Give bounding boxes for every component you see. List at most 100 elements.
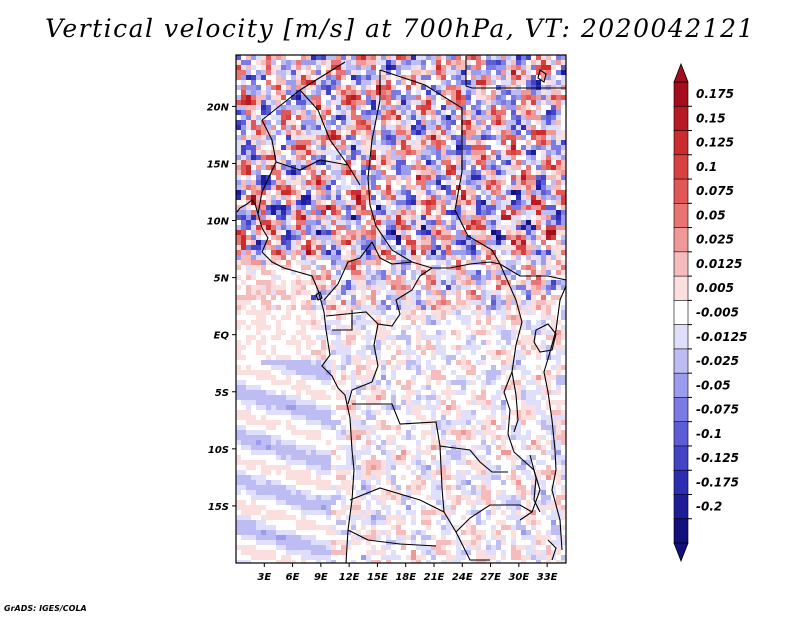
field-cell <box>376 200 382 206</box>
field-cell <box>521 140 527 146</box>
field-cell <box>301 355 307 361</box>
field-cell <box>456 245 462 251</box>
field-cell <box>416 135 422 141</box>
field-cell <box>446 165 452 171</box>
field-cell <box>326 350 332 356</box>
field-cell <box>271 395 277 401</box>
field-cell <box>271 175 277 181</box>
field-cell <box>236 370 242 376</box>
field-cell <box>556 80 562 86</box>
field-cell <box>271 275 277 281</box>
field-cell <box>396 160 402 166</box>
field-cell <box>466 410 472 416</box>
field-cell <box>296 145 302 151</box>
field-cell <box>546 110 552 116</box>
field-cell <box>471 345 477 351</box>
field-cell <box>406 85 412 91</box>
field-cell <box>541 195 547 201</box>
field-cell <box>406 390 412 396</box>
field-cell <box>351 240 357 246</box>
field-cell <box>386 80 392 86</box>
field-cell <box>561 140 566 146</box>
field-cell <box>401 330 407 336</box>
field-cell <box>556 335 562 341</box>
field-cell <box>311 155 317 161</box>
field-cell <box>311 150 317 156</box>
field-cell <box>251 120 257 126</box>
field-cell <box>251 85 257 91</box>
field-cell <box>471 230 477 236</box>
field-cell <box>381 400 387 406</box>
field-cell <box>336 260 342 266</box>
field-cell <box>486 190 492 196</box>
field-cell <box>346 405 352 411</box>
field-cell <box>496 155 502 161</box>
field-cell <box>396 60 402 66</box>
field-cell <box>321 370 327 376</box>
field-cell <box>526 395 532 401</box>
field-cell <box>501 240 507 246</box>
field-cell <box>336 220 342 226</box>
field-cell <box>431 270 437 276</box>
field-cell <box>246 420 252 426</box>
field-cell <box>496 305 502 311</box>
field-cell <box>471 210 477 216</box>
field-cell <box>406 135 412 141</box>
field-cell <box>436 100 442 106</box>
field-cell <box>276 260 282 266</box>
field-cell <box>411 255 417 261</box>
field-cell <box>276 315 282 321</box>
field-cell <box>511 260 517 266</box>
field-cell <box>546 195 552 201</box>
field-cell <box>376 100 382 106</box>
field-cell <box>301 135 307 141</box>
field-cell <box>356 370 362 376</box>
field-cell <box>316 375 322 381</box>
field-cell <box>311 385 317 391</box>
field-cell <box>341 410 347 416</box>
field-cell <box>356 120 362 126</box>
field-cell <box>531 220 537 226</box>
field-cell <box>411 75 417 81</box>
field-cell <box>376 290 382 296</box>
field-cell <box>541 245 547 251</box>
field-cell <box>346 390 352 396</box>
field-cell <box>296 150 302 156</box>
field-cell <box>406 140 412 146</box>
field-cell <box>241 245 247 251</box>
field-cell <box>561 335 566 341</box>
field-cell <box>306 280 312 286</box>
field-cell <box>281 260 287 266</box>
field-cell <box>516 80 522 86</box>
field-cell <box>356 140 362 146</box>
field-cell <box>371 285 377 291</box>
field-cell <box>551 300 557 306</box>
field-cell <box>491 375 497 381</box>
field-cell <box>461 200 467 206</box>
field-cell <box>436 275 442 281</box>
field-cell <box>376 430 382 436</box>
field-cell <box>241 235 247 241</box>
field-cell <box>481 180 487 186</box>
field-cell <box>436 365 442 371</box>
field-cell <box>266 415 272 421</box>
field-cell <box>401 245 407 251</box>
field-cell <box>531 425 537 431</box>
field-cell <box>496 390 502 396</box>
field-cell <box>431 300 437 306</box>
field-cell <box>506 110 512 116</box>
field-cell <box>441 350 447 356</box>
field-cell <box>391 315 397 321</box>
field-cell <box>296 370 302 376</box>
field-cell <box>361 205 367 211</box>
field-cell <box>341 405 347 411</box>
field-cell <box>511 235 517 241</box>
field-cell <box>371 275 377 281</box>
field-cell <box>431 355 437 361</box>
field-cell <box>481 410 487 416</box>
field-cell <box>276 110 282 116</box>
field-cell <box>321 70 327 76</box>
field-cell <box>251 335 257 341</box>
field-cell <box>306 205 312 211</box>
field-cell <box>396 65 402 71</box>
